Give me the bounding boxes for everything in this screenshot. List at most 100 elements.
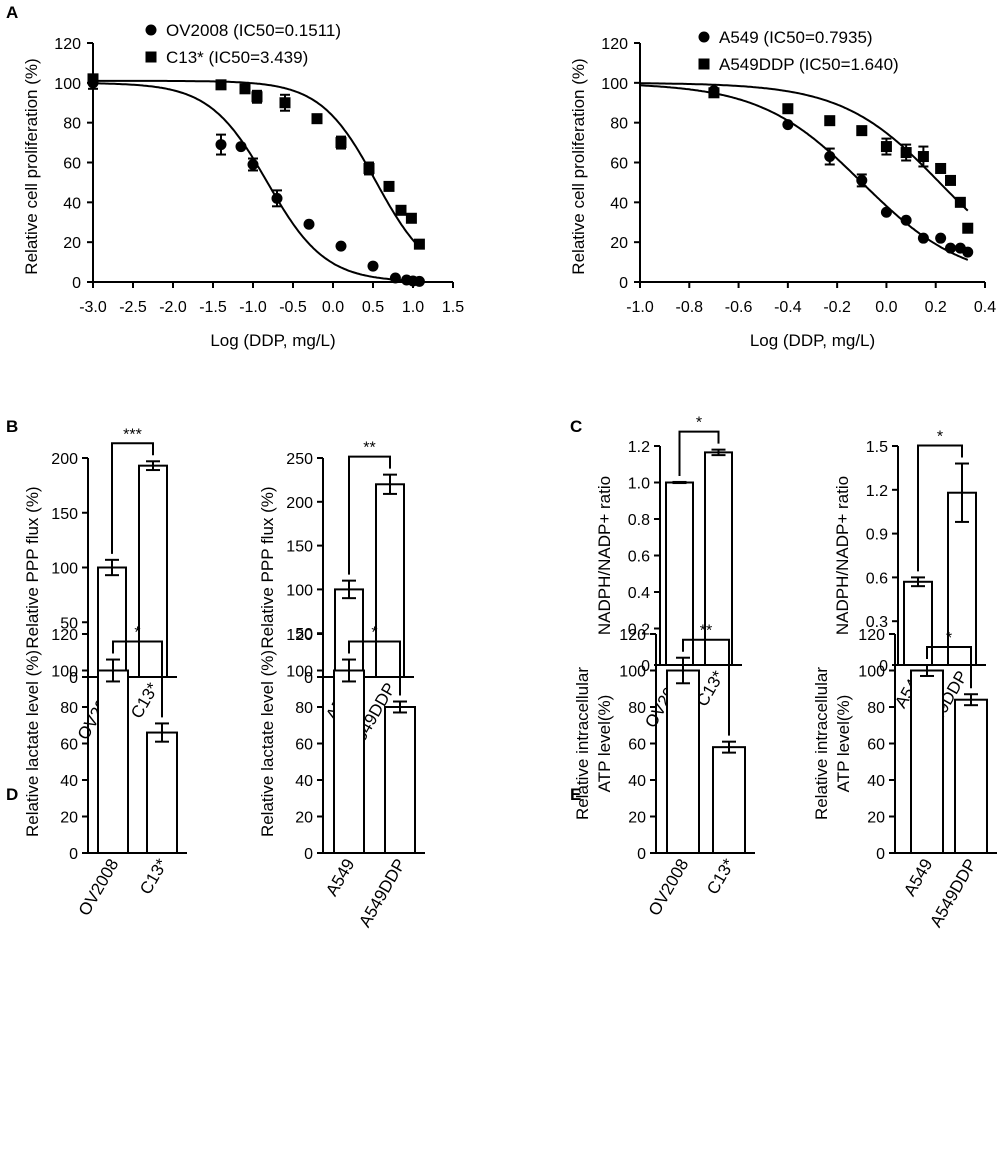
y-tick-label: 20 — [60, 810, 78, 827]
y-tick-label: 1.0 — [628, 476, 650, 493]
y-tick-label: 100 — [286, 664, 313, 681]
y-tick-label: 120 — [601, 36, 628, 53]
y-tick-label: 150 — [51, 506, 78, 523]
data-point — [856, 125, 868, 137]
data-point — [782, 103, 794, 115]
y-tick-label: 80 — [867, 700, 885, 717]
x-tick-label: 0.0 — [875, 299, 897, 316]
bar — [910, 669, 944, 854]
y-tick-label: 40 — [610, 195, 628, 212]
y-tick-label: 20 — [63, 235, 81, 252]
y-tick-label: 60 — [628, 737, 646, 754]
y-tick-label: 0 — [879, 658, 888, 675]
x-tick-label: -0.8 — [675, 299, 703, 316]
y-tick-label: 150 — [286, 539, 313, 556]
category-label: A549 — [900, 856, 936, 900]
legend-marker-circle — [145, 24, 157, 36]
fit-curve — [93, 82, 420, 282]
x-axis-label: Log (DDP, mg/L) — [750, 331, 875, 350]
data-point — [247, 158, 259, 170]
legend-entry: A549 (IC50=0.7935) — [719, 28, 873, 47]
y-tick-label: 20 — [628, 810, 646, 827]
y-tick-label: 0.2 — [628, 622, 650, 639]
y-tick-label: 100 — [858, 664, 885, 681]
x-tick-label: -0.5 — [279, 299, 307, 316]
y-axis-label: Relative PPP flux (%) — [23, 486, 42, 648]
y-tick-label: 200 — [51, 451, 78, 468]
legend-marker-circle — [698, 31, 710, 43]
x-tick-label: -2.0 — [159, 299, 187, 316]
x-tick-label: -0.4 — [774, 299, 802, 316]
bar — [666, 669, 700, 854]
data-point — [215, 139, 227, 151]
data-point — [413, 275, 425, 287]
y-tick-label: 0.8 — [628, 512, 650, 529]
x-tick-label: -2.5 — [119, 299, 147, 316]
y-axis-label: NADPH/NADP+ ratio — [833, 476, 852, 635]
y-axis-label-line: ATP level(%) — [595, 695, 614, 793]
bar — [954, 698, 988, 855]
x-tick-label: 0.5 — [362, 299, 384, 316]
significance-label: * — [134, 625, 140, 642]
category-label: OV2008 — [75, 856, 123, 920]
panel-letter-a: A — [6, 3, 18, 22]
chart-D2: 0 20 40 60 80 100 120 Relative lactate level (%… — [258, 625, 425, 931]
y-tick-label: 200 — [286, 495, 313, 512]
y-tick-label: 120 — [51, 627, 78, 644]
data-point — [824, 151, 836, 163]
data-point — [824, 115, 836, 127]
data-point — [962, 246, 974, 258]
data-point — [311, 113, 323, 125]
data-point — [251, 91, 263, 103]
y-tick-label: 20 — [610, 235, 628, 252]
bar — [333, 669, 365, 854]
y-tick-label: 40 — [295, 773, 313, 790]
data-point — [900, 214, 912, 226]
x-tick-label: -0.6 — [725, 299, 753, 316]
legend-entry: OV2008 (IC50=0.1511) — [166, 21, 341, 40]
series-square — [640, 82, 974, 234]
bar — [712, 746, 746, 855]
y-tick-label: 60 — [610, 156, 628, 173]
data-point — [856, 174, 868, 186]
y-tick-label: 250 — [286, 451, 313, 468]
data-point — [395, 204, 407, 216]
y-tick-label: 50 — [295, 626, 313, 643]
y-tick-label: 100 — [51, 561, 78, 578]
significance-bracket — [678, 430, 720, 476]
data-point — [87, 73, 99, 85]
y-tick-label: 100 — [54, 76, 81, 93]
category-label: A549DDP — [355, 856, 409, 931]
category-label: C13* — [136, 855, 172, 898]
y-tick-label: 40 — [60, 773, 78, 790]
y-tick-label: 1.2 — [628, 439, 650, 456]
y-tick-label: 0.6 — [866, 570, 888, 587]
legend-marker-square — [145, 51, 157, 63]
y-tick-label: 0.4 — [628, 585, 650, 602]
y-tick-label: 120 — [619, 627, 646, 644]
data-point — [917, 151, 929, 163]
category-label: A549 — [322, 856, 358, 900]
y-axis-label: Relative lactate level (%) — [258, 650, 277, 837]
y-axis-label: Relative lactate level (%) — [23, 650, 42, 837]
x-tick-label: 0.4 — [974, 299, 996, 316]
data-point — [962, 222, 974, 234]
x-tick-label: -1.5 — [199, 299, 227, 316]
y-tick-label: 0.6 — [628, 549, 650, 566]
y-axis-label: Relative intracellular ATP level(%) — [573, 667, 614, 820]
charts-layer: -3.0 -2.5 -2.0 -1.5 -1.0 -0.5 0.0 0.5 1.0 1.5 0 20 4… — [22, 21, 997, 930]
y-axis-label: NADPH/NADP+ ratio — [595, 476, 614, 635]
data-point — [935, 232, 947, 244]
significance-label: ** — [700, 623, 712, 640]
y-tick-label: 100 — [619, 664, 646, 681]
x-tick-label: 0.2 — [925, 299, 947, 316]
data-point — [389, 272, 401, 284]
panel-letter-e: E — [570, 785, 581, 804]
y-axis-label: Relative cell proliferation (%) — [22, 58, 41, 274]
significance-label: * — [696, 415, 702, 432]
y-axis-label: Relative cell proliferation (%) — [569, 58, 588, 274]
y-tick-label: 120 — [54, 36, 81, 53]
x-axis-label: Log (DDP, mg/L) — [210, 331, 335, 350]
significance-bracket — [111, 442, 154, 554]
